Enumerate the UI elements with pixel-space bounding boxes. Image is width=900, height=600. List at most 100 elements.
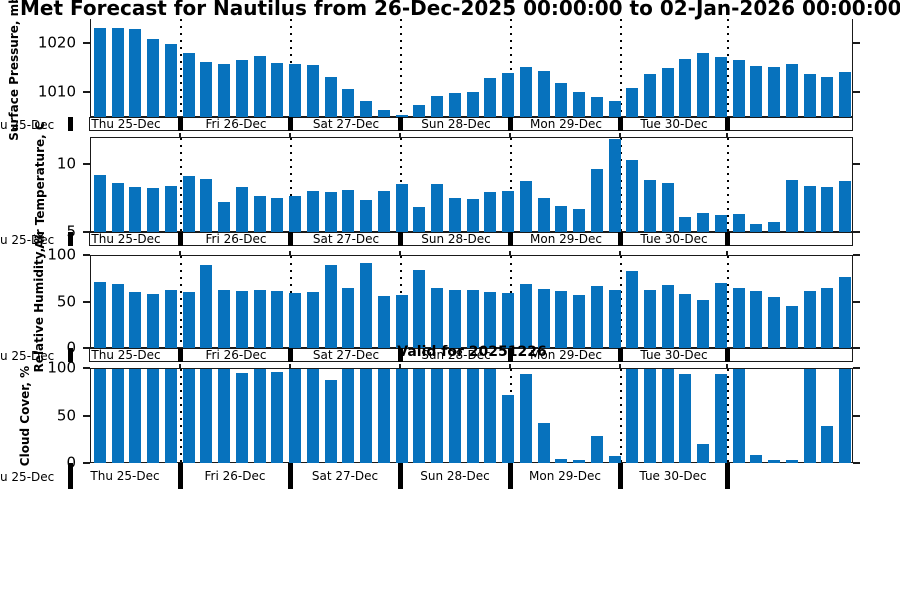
data-bar — [679, 294, 692, 348]
day-boundary-thick-tick — [725, 348, 730, 362]
data-bar — [661, 68, 674, 117]
data-bar — [111, 369, 124, 463]
data-bar — [750, 223, 763, 232]
day-label: Mon 29-Dec — [530, 117, 602, 131]
data-bar — [182, 369, 195, 463]
data-bar — [502, 190, 514, 232]
data-bar — [732, 214, 745, 232]
data-bar — [661, 369, 674, 463]
data-bar — [93, 369, 106, 463]
data-bar — [466, 290, 479, 348]
day-label: Thu 25-Dec — [90, 469, 160, 483]
y-tick-mark — [83, 91, 90, 94]
day-gridline — [620, 19, 622, 116]
data-bar — [839, 181, 852, 232]
valid-date-annotation: Valid for 20251226 — [397, 344, 547, 360]
data-bar — [200, 61, 213, 117]
data-bar — [484, 78, 497, 117]
day-label: Mon 29-Dec — [529, 469, 601, 483]
plot-box-1 — [90, 137, 853, 232]
data-bar — [324, 77, 337, 117]
y-tick-label: 50 — [56, 406, 76, 424]
data-bar — [431, 287, 443, 348]
day-gridline — [620, 256, 622, 347]
y-tick-label: 10 — [56, 154, 76, 173]
y-axis-label: Cloud Cover, % — [18, 365, 32, 466]
x-tick-mark-top — [726, 251, 728, 255]
y-tick-mark — [83, 300, 90, 303]
day-boundary-thick-tick — [508, 117, 513, 131]
data-bar — [679, 59, 692, 117]
data-bar — [377, 110, 390, 117]
data-bar — [839, 71, 852, 117]
data-bar — [803, 369, 816, 463]
data-bar — [608, 100, 621, 117]
data-bar — [555, 459, 568, 464]
data-bar — [253, 369, 266, 463]
day-boundary-thick-tick — [398, 463, 403, 489]
day-label: Thu 25-Dec — [91, 348, 161, 362]
day-gridline — [727, 256, 729, 347]
data-bar — [626, 369, 639, 463]
data-bar — [697, 212, 710, 232]
data-bar — [324, 380, 337, 463]
data-bar — [643, 289, 656, 348]
data-bar — [129, 186, 142, 232]
y-tick-mark — [83, 347, 90, 349]
data-bar — [289, 63, 302, 117]
x-tick-mark-top — [289, 364, 291, 368]
clipped-day-label: u 25-Dec — [0, 349, 55, 363]
data-bar — [537, 423, 550, 463]
data-bar — [519, 283, 532, 348]
day-boundary-thick-tick — [288, 117, 293, 131]
data-bar — [768, 222, 781, 232]
data-bar — [768, 296, 781, 348]
data-bar — [697, 53, 710, 117]
day-boundary-thick-tick — [618, 463, 623, 489]
data-bar — [519, 181, 532, 232]
y-tick-mark — [853, 347, 860, 349]
day-boundary-thick-tick — [618, 232, 623, 246]
data-bar — [466, 199, 479, 232]
data-bar — [573, 460, 585, 463]
y-tick-mark — [853, 231, 860, 233]
day-boundary-thick-tick — [725, 463, 730, 489]
y-tick-label: 100 — [47, 245, 76, 264]
data-bar — [626, 270, 639, 348]
data-bar — [342, 89, 355, 117]
data-bar — [182, 53, 195, 117]
data-bar — [732, 60, 745, 117]
data-bar — [519, 373, 532, 464]
data-bar — [111, 27, 124, 117]
data-bar — [768, 66, 781, 117]
data-bar — [218, 64, 231, 117]
data-bar — [821, 426, 834, 463]
data-bar — [377, 369, 390, 463]
y-tick-mark — [853, 300, 860, 303]
data-bar — [164, 44, 177, 117]
day-label: Tue 30-Dec — [639, 469, 707, 483]
x-tick-mark-top — [399, 251, 401, 255]
day-boundary-thick-tick — [618, 348, 623, 362]
day-boundary-thick-tick — [68, 232, 73, 246]
day-gridline — [510, 138, 512, 231]
data-bar — [555, 291, 568, 348]
data-bar — [235, 59, 248, 117]
data-bar — [324, 265, 337, 348]
data-bar — [448, 369, 461, 463]
day-gridline — [180, 256, 182, 347]
data-bar — [395, 295, 408, 348]
data-bar — [235, 372, 248, 463]
data-bar — [289, 293, 302, 348]
day-label: Fri 26-Dec — [205, 232, 267, 246]
data-bar — [555, 205, 568, 232]
day-boundary-thick-tick — [288, 232, 293, 246]
data-bar — [537, 197, 550, 232]
data-bar — [147, 294, 160, 348]
data-bar — [93, 28, 106, 117]
x-tick-mark-top — [179, 251, 181, 255]
data-bar — [200, 265, 213, 348]
data-bar — [448, 290, 461, 348]
day-label: Sat 27-Dec — [312, 117, 380, 131]
